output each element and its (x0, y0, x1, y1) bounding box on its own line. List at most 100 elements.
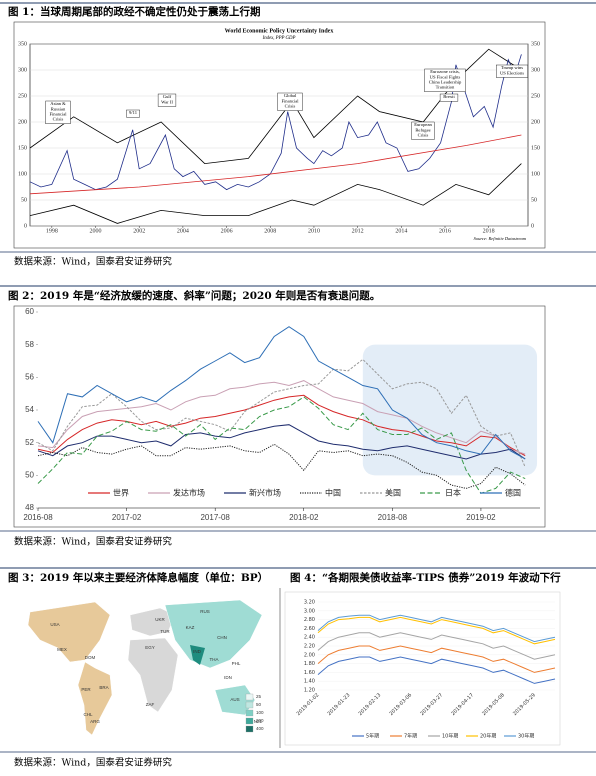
annotation: Financial (49, 111, 67, 116)
y-tick-label: 1.60 (304, 670, 315, 676)
legend-label: 5年期 (366, 733, 379, 740)
legend-label: 400 (256, 726, 264, 731)
y-tick-label: 150 (18, 145, 27, 151)
y-tick-label: 300 (18, 67, 27, 73)
country-label: USA (50, 622, 59, 627)
series-line (317, 656, 556, 684)
country-label: EGY (145, 645, 155, 650)
country-label: PHL (232, 661, 241, 666)
legend-swatch (245, 717, 254, 725)
chart-subtitle: Index, PPP GDP (262, 36, 296, 41)
legend-swatch (245, 725, 254, 733)
country-label: TUR (160, 629, 170, 634)
country-label: MEX (57, 647, 67, 652)
country-label: NZL (254, 719, 263, 724)
y2-tick-label: 150 (531, 145, 540, 151)
figure-frame (284, 591, 561, 746)
x-tick-label: 2008 (264, 228, 276, 234)
north-america (27, 601, 111, 663)
caption: 图 4：“各期限美债收益率-TIPS 债券”2019 年波动下行 (290, 571, 561, 584)
country-label: RUS (200, 609, 210, 614)
y2-tick-label: 0 (531, 223, 534, 229)
annotation: Transition (436, 85, 455, 90)
series-line (29, 163, 522, 224)
x-tick-label: 2019-02 (466, 513, 496, 522)
series-line (317, 632, 556, 660)
y-tick-label: 60 (25, 307, 34, 316)
legend-label: 发达市场 (173, 488, 205, 498)
annotation: Trump wins (501, 65, 523, 70)
annotation: Crisis (418, 132, 429, 137)
legend-label: 25 (256, 694, 262, 699)
annotation: Eurozone crisis, (430, 69, 460, 75)
x-tick-label: 2006 (221, 228, 233, 234)
y-tick-label: 58 (25, 340, 34, 349)
annotation-box (157, 93, 177, 107)
annotation: War II (161, 99, 173, 104)
legend-label: 日本 (445, 488, 461, 498)
y-tick-label: 52 (25, 438, 34, 447)
x-tick-label: 1998 (46, 228, 58, 234)
series-line (317, 645, 556, 673)
annotation: Russian (51, 106, 66, 111)
y2-tick-label: 50 (531, 197, 537, 203)
country-label: BRA (99, 685, 108, 690)
series-line (317, 614, 556, 643)
x-tick-label: 2012 (352, 228, 364, 234)
legend-label: 新兴市场 (249, 488, 281, 498)
annotation-box (496, 64, 529, 78)
annotation-box (411, 121, 435, 140)
annotation: 9/11 (129, 110, 138, 115)
x-tick-label: 2016 (439, 228, 451, 234)
annotation-box (439, 93, 459, 102)
source: 数据来源：Wind，国泰君安证券研究 (14, 757, 172, 769)
legend-label: 7年期 (404, 733, 417, 740)
annotation: European (414, 122, 432, 127)
y-tick-label: 48 (25, 503, 34, 512)
south-america (77, 661, 113, 736)
y2-tick-label: 100 (531, 171, 540, 177)
europe (129, 607, 176, 637)
caption: 图 2：2019 年是“经济放缓的速度、斜率”问题；2020 年则是否有衰退问题… (8, 289, 380, 302)
world-map (6, 592, 276, 742)
country-label: KAZ (186, 625, 195, 630)
legend-label: 200 (256, 718, 264, 723)
series-line (37, 396, 526, 494)
legend-label: 100 (256, 710, 264, 715)
legend-label: 20年期 (480, 733, 496, 740)
chart-title: World Economic Policy Uncertainty Index (225, 28, 334, 34)
y-tick-label: 100 (18, 171, 27, 177)
y-tick-label: 2.60 (304, 626, 315, 632)
legend-swatch (245, 709, 254, 717)
x-tick-label: 2018 (483, 228, 495, 234)
y-tick-label: 1.80 (304, 661, 315, 667)
annotation: Global (284, 93, 297, 98)
series-line (37, 443, 526, 489)
legend-label: 10年期 (442, 733, 458, 740)
x-tick-label: 2017-08 (200, 513, 230, 522)
y2-tick-label: 300 (531, 67, 540, 73)
y-tick-label: 3.20 (304, 600, 315, 606)
y-tick-label: 2.20 (304, 644, 315, 650)
x-tick-label: 2018-02 (289, 513, 319, 522)
x-tick-label: 2000 (90, 228, 102, 234)
country-label: ARG (90, 719, 100, 724)
y-tick-label: 50 (25, 470, 34, 479)
country-label: PER (81, 687, 91, 692)
annotation-box (277, 92, 303, 111)
annotation: China Leadership (429, 79, 462, 84)
y-tick-label: 56 (25, 372, 34, 381)
annotation: Crisis (53, 117, 64, 122)
legend-label: 中国 (325, 488, 341, 498)
x-tick-label: 2010 (308, 228, 320, 234)
y-tick-label: 200 (18, 119, 27, 125)
source: 数据来源：Wind，国泰君安证券研究 (14, 536, 172, 548)
country-label: DOM (85, 655, 96, 660)
annotation: US Elections (500, 70, 524, 75)
legend-label: 30年期 (518, 733, 534, 740)
asia (164, 599, 263, 669)
country-label: UKR (155, 617, 165, 622)
y-tick-label: 54 (25, 405, 34, 414)
x-tick-label: 2002 (133, 228, 145, 234)
country-label: CHL (83, 712, 92, 717)
